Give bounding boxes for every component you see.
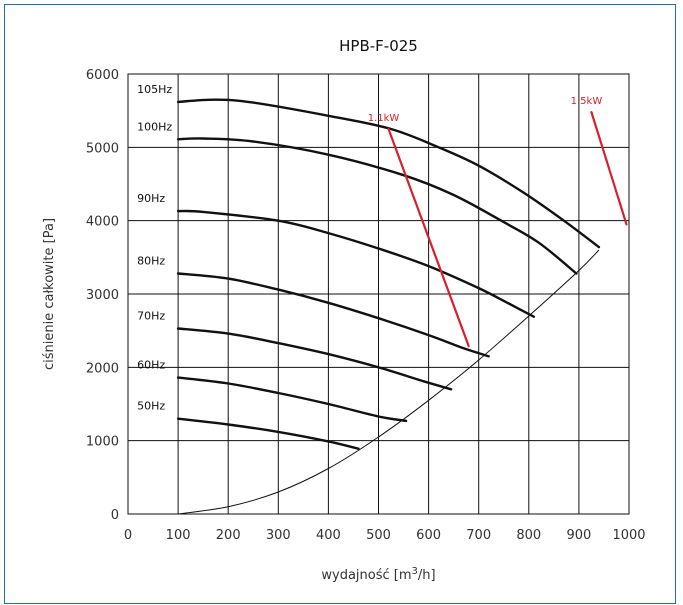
x-tick-label: 400 [316,528,341,543]
y-tick-label: 1000 [86,435,119,450]
series-line-70hz [176,327,453,391]
chart-title: HPB-F-025 [339,37,418,55]
series-line-50hz [176,417,360,450]
series-label: 70Hz [137,309,165,322]
x-tick-label: 1000 [612,528,645,543]
y-tick-label: 6000 [86,68,119,83]
series-label: 50Hz [137,400,165,413]
series-line-100hz [176,137,578,275]
x-tick-label: 600 [416,528,441,543]
y-tick-label: 4000 [86,215,119,230]
x-tick-label: 300 [266,528,291,543]
series-label: 105Hz [137,83,172,96]
y-tick-label: 2000 [86,361,119,376]
y-axis-label: ciśnienie całkowite [Pa] [42,218,57,370]
series-label: 60Hz [137,359,165,372]
series-line-105hz [176,98,601,249]
x-tick-label: 100 [166,528,191,543]
series-line-80hz [176,272,490,358]
x-tick-label: 500 [366,528,391,543]
x-axis-label: wydajność [m3/h] [321,566,435,583]
series-line-60hz [176,376,408,423]
y-tick-label: 3000 [86,288,119,303]
series-label: 100Hz [137,120,172,133]
y-tick-label: 0 [111,508,119,523]
power-line-1.1kw [387,127,470,348]
x-tick-label: 900 [566,528,591,543]
chart-frame: 0 100 200 300 400 500 600 700 800 900 1000 0 1000 200… [4,4,676,604]
x-tick-label: 200 [216,528,241,543]
fan-performance-chart: 0 100 200 300 400 500 600 700 800 900 1000 0 1000 200… [42,37,646,583]
power-label: 1.1kW [368,113,400,124]
series-label: 90Hz [137,192,165,205]
series-label: 80Hz [137,254,165,267]
y-tick-label: 5000 [86,141,119,156]
system-curve [178,249,600,515]
x-tick-label: 800 [516,528,541,543]
x-tick-label: 700 [466,528,491,543]
x-tick-label: 0 [124,528,132,543]
power-label: 1.5kW [571,96,603,107]
series-line-90hz [176,209,535,318]
power-line-1.5kw [590,111,628,226]
